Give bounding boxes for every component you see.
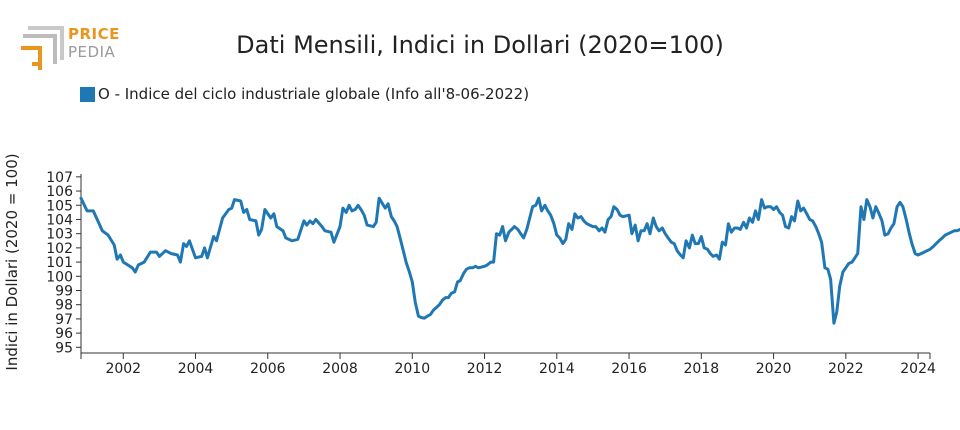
chart-title: Dati Mensili, Indici in Dollari (2020=10… (236, 31, 724, 59)
y-tick-label: 96 (55, 326, 73, 342)
logo-word-pedia: PEDIA (68, 43, 116, 61)
legend: O - Indice del ciclo industriale globale… (80, 85, 529, 103)
x-tick-label: 2010 (394, 361, 430, 377)
x-tick-label: 2016 (611, 361, 647, 377)
x-tick-label: 2006 (250, 361, 286, 377)
x-tick-label: 2004 (178, 361, 214, 377)
y-tick-label: 95 (55, 340, 73, 356)
y-tick-label: 105 (46, 198, 73, 214)
x-tick-label: 2008 (322, 361, 358, 377)
y-tick-label: 104 (46, 212, 73, 228)
series-line (79, 196, 960, 325)
y-tick-label: 103 (46, 227, 73, 243)
legend-swatch (80, 86, 95, 102)
x-tick-label: 2002 (105, 361, 141, 377)
pricepedia-logo: PRICE PEDIA (18, 24, 128, 74)
y-tick-label: 106 (46, 184, 73, 200)
legend-label: O - Indice del ciclo industriale globale… (98, 85, 530, 103)
x-tick-label: 2020 (756, 361, 792, 377)
logo-mark-icon (21, 26, 64, 70)
y-tick-label: 99 (55, 283, 73, 299)
y-tick-label: 101 (46, 255, 73, 271)
x-tick-label: 2014 (539, 361, 575, 377)
y-tick-label: 102 (46, 241, 73, 257)
y-tick-label: 97 (55, 312, 73, 328)
x-tick-label: 2012 (467, 361, 503, 377)
y-tick-label: 107 (46, 170, 73, 186)
y-tick-label: 100 (46, 269, 73, 285)
series-layer (79, 196, 960, 325)
logo-word-price: PRICE (68, 25, 120, 43)
x-tick-label: 2022 (828, 361, 864, 377)
y-tick-label: 98 (55, 298, 73, 314)
x-tick-label: 2024 (900, 361, 936, 377)
y-axis-label: Indici in Dollari (2020 = 100) (3, 153, 21, 370)
x-axis: 2002 2004 2006 2008 2010 2012 2014 2016 2018 2020… (80, 352, 936, 377)
x-tick-label: 2018 (683, 361, 719, 377)
